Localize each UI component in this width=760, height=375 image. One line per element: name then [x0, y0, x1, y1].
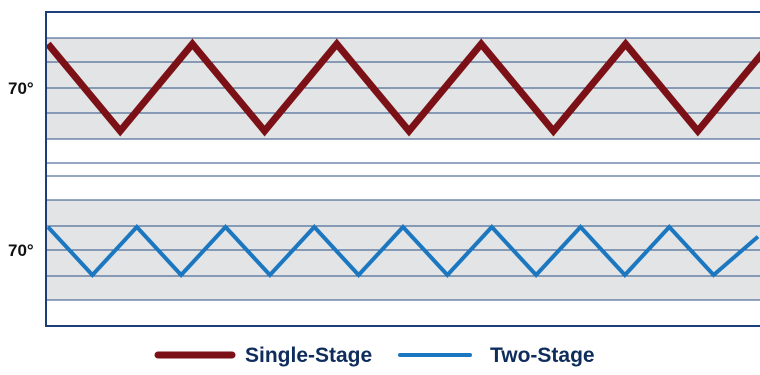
series-line-single-stage — [45, 38, 760, 137]
legend-label-single-stage: Single-Stage — [245, 344, 372, 367]
plot-frame — [45, 11, 760, 327]
series-line-two-stage — [46, 224, 760, 278]
grid-lines — [47, 37, 760, 301]
series-layer — [45, 38, 760, 278]
y-label-two-stage: 70° — [8, 241, 34, 260]
y-label-single-stage: 70° — [8, 79, 34, 98]
legend: Single-Stage Two-Stage — [154, 344, 595, 367]
legend-label-two-stage: Two-Stage — [490, 344, 595, 367]
